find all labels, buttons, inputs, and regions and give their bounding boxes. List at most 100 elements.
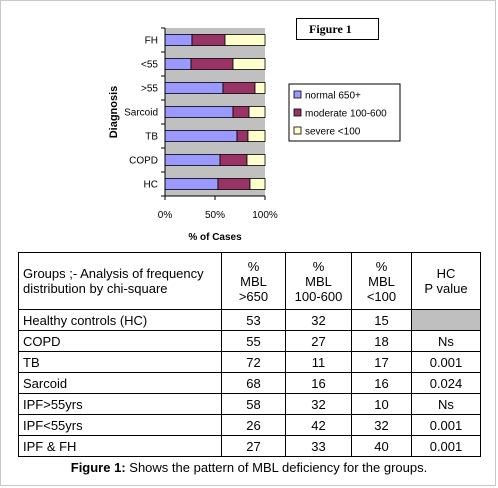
header-line: Groups ;- Analysis of frequency <box>23 266 204 281</box>
table-cell: 0.001 <box>411 414 481 436</box>
table-cell: Ns <box>411 330 481 352</box>
row-group-cell: Sarcoid <box>18 372 222 394</box>
table-cell: 16 <box>285 372 352 394</box>
table-row: IPF<55yrs 26 42 32 0.001 <box>18 414 481 436</box>
table-cell: 55 <box>221 330 286 352</box>
bar-segment-series-1 <box>236 130 249 142</box>
table-cell: 72 <box>221 351 286 373</box>
table-row: Healthy controls (HC) 53 32 15 <box>18 309 481 331</box>
bar-segment-series-2 <box>246 154 266 166</box>
bar-segment-series-1 <box>219 154 248 166</box>
table-row: IPF & FH 27 33 40 0.001 <box>18 435 481 457</box>
y-tick-label: TB <box>145 132 158 143</box>
bar-segment-series-2 <box>254 82 266 94</box>
caption-label: Figure 1: <box>70 460 126 475</box>
table-header-row: Groups ;- Analysis of frequency distribu… <box>18 252 481 310</box>
bar-segment-series-1 <box>217 178 251 190</box>
table-cell: 26 <box>221 414 286 436</box>
table-row: Sarcoid 68 16 16 0.024 <box>18 372 481 394</box>
bar-segment-series-2 <box>247 130 266 142</box>
table-cell: 68 <box>221 372 286 394</box>
header-line: distribution by chi-square <box>23 281 168 296</box>
legend-swatch <box>293 90 302 99</box>
row-group-cell: IPF<55yrs <box>18 414 222 436</box>
header-line: % <box>312 258 325 274</box>
chi-square-table: Groups ;- Analysis of frequency distribu… <box>18 252 481 457</box>
table-cell: 0.001 <box>411 435 481 457</box>
bar-segment-series-0 <box>164 178 219 190</box>
header-line: HC <box>436 266 456 281</box>
bar-segment-series-2 <box>248 106 266 118</box>
table-cell: 58 <box>221 393 286 415</box>
y-tick-label: FH <box>145 36 158 47</box>
bar-segment-series-0 <box>164 106 234 118</box>
table-cell: Ns <box>411 393 481 415</box>
bar-segment-series-0 <box>164 130 238 142</box>
legend-label: severe <100 <box>305 127 361 138</box>
bar-segment-series-1 <box>222 82 256 94</box>
row-group-cell: IPF>55yrs <box>18 393 222 415</box>
header-line: % <box>247 258 260 274</box>
y-axis-label: Diagnosis <box>108 86 120 139</box>
table-cell: 0.024 <box>411 372 481 394</box>
y-tick-label: HC <box>144 180 158 191</box>
row-group-cell: TB <box>18 351 222 373</box>
y-tick-label: COPD <box>129 156 158 167</box>
bar-segment-series-1 <box>232 106 250 118</box>
table-cell: 27 <box>221 435 286 457</box>
table-cell: 11 <box>285 351 352 373</box>
legend-box <box>288 83 401 142</box>
table-cell: 0.001 <box>411 351 481 373</box>
bar-segment-series-1 <box>191 34 226 46</box>
table-header-moderate: % MBL 100-600 <box>285 252 352 310</box>
table-cell: 15 <box>351 309 412 331</box>
table-cell: 32 <box>351 414 412 436</box>
stacked-bar-chart: FH <55 >55 Sarcoid TB COPD HC 0% 50% 100% % of Cas… <box>108 27 401 243</box>
header-line: P value <box>424 281 468 296</box>
header-line: MBL <box>368 273 395 289</box>
table-cell: 32 <box>285 393 352 415</box>
table-cell: 16 <box>351 372 412 394</box>
table-cell: 42 <box>285 414 352 436</box>
table-cell: 27 <box>285 330 352 352</box>
legend-label: normal 650+ <box>305 91 361 102</box>
row-group-cell: Healthy controls (HC) <box>18 309 222 331</box>
figure-label: Figure 1 <box>296 18 379 40</box>
caption-text: Shows the pattern of MBL deficiency for … <box>125 460 428 475</box>
header-line: MBL <box>305 273 332 289</box>
legend-swatch <box>293 108 302 117</box>
x-tick-label: 50% <box>205 210 225 221</box>
table-cell <box>411 309 481 331</box>
table-cell: 33 <box>285 435 352 457</box>
table-cell: 18 <box>351 330 412 352</box>
header-line: 100-600 <box>294 288 343 304</box>
legend-label: moderate 100-600 <box>305 109 387 120</box>
bar-segment-series-0 <box>164 34 193 46</box>
x-axis-label: % of Cases <box>188 232 242 243</box>
x-tick-label: 0% <box>158 210 173 221</box>
table-header-normal: % MBL >650 <box>221 252 286 310</box>
table-cell: 40 <box>351 435 412 457</box>
header-line: >650 <box>238 288 269 304</box>
header-line: % <box>375 258 388 274</box>
y-tick-label: Sarcoid <box>124 108 158 119</box>
row-group-cell: COPD <box>18 330 222 352</box>
table-cell: 17 <box>351 351 412 373</box>
bar-segment-series-2 <box>232 58 266 70</box>
x-tick-label: 100% <box>252 210 278 221</box>
table-cell: 53 <box>221 309 286 331</box>
legend-swatch <box>293 126 302 135</box>
bar-segment-series-1 <box>190 58 234 70</box>
figure-caption: Figure 1: Shows the pattern of MBL defic… <box>0 460 498 475</box>
table-row: IPF>55yrs 58 32 10 Ns <box>18 393 481 415</box>
y-tick-label: >55 <box>141 84 158 95</box>
table-header-groups: Groups ;- Analysis of frequency distribu… <box>18 252 222 310</box>
table-header-severe: % MBL <100 <box>351 252 412 310</box>
table-row: COPD 55 27 18 Ns <box>18 330 481 352</box>
table-cell: 10 <box>351 393 412 415</box>
bar-segment-series-0 <box>164 58 192 70</box>
row-group-cell: IPF & FH <box>18 435 222 457</box>
bar-segment-series-0 <box>164 82 224 94</box>
table-cell: 32 <box>285 309 352 331</box>
